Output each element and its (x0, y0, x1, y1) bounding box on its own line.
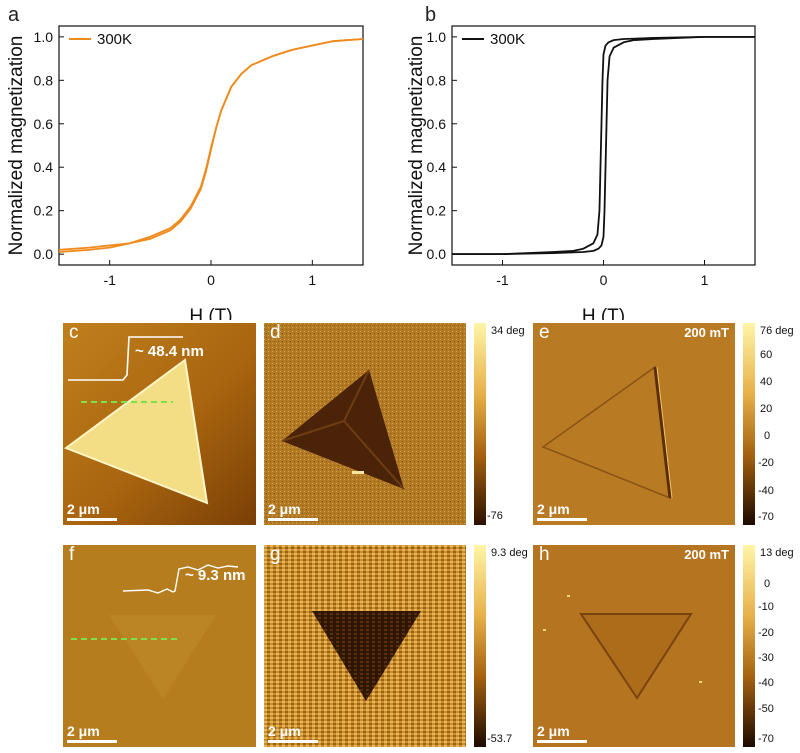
y-tick-label: 0.8 (34, 72, 54, 88)
series-line-1 (452, 35, 755, 256)
series-line-2 (452, 35, 755, 256)
colorbar-e-t7: -70 (758, 511, 774, 523)
profile-height-label: ~ 48.4 nm (135, 343, 204, 360)
colorbar-h-t4: -30 (758, 652, 774, 664)
y-tick-label: 1.0 (427, 29, 447, 45)
y-tick-label: 0.6 (427, 116, 447, 132)
panel-label-e: e (539, 323, 550, 343)
y-tick-label: 1.0 (34, 29, 54, 45)
flake-triangle-phase (282, 370, 404, 489)
x-tick-label: -1 (496, 272, 509, 288)
magnetization-chart-a: -1 0 1 0.0 0.2 0.4 0.6 0.8 1.0 300K H (T) Normalize… (6, 25, 364, 320)
colorbar-d-top: 34 deg (491, 325, 525, 337)
panel-label-d: d (270, 323, 281, 343)
mfm-phase-e: e 200 mT 2 μm (533, 323, 735, 525)
scale-bar-h: 2 μm (537, 723, 587, 743)
colorbar-h-t7: -70 (758, 733, 774, 745)
flake-triangle-phase (312, 611, 421, 701)
colorbar-e-t4: 0 (764, 430, 771, 442)
scale-bar-c: 2 μm (67, 501, 117, 521)
series-line-2 (58, 38, 364, 253)
colorbar-e (743, 323, 755, 525)
colorbar-h-t3: -20 (758, 627, 774, 639)
panel-label-g: g (270, 545, 281, 565)
y-axis-label: Normalized magnetization (6, 36, 27, 256)
colorbar-h-t2: -10 (758, 601, 774, 613)
colorbar-h-t0: 13 deg (760, 547, 794, 559)
colorbar-e-t3: 20 (760, 403, 773, 415)
x-tick-label: -1 (103, 272, 116, 288)
y-tick-label: 0.6 (34, 116, 54, 132)
colorbar-e-t2: 40 (760, 376, 773, 388)
colorbar-e-t1: 60 (760, 349, 773, 361)
height-profile-trace (122, 564, 239, 594)
flake-triangle (63, 358, 209, 505)
colorbar-g-bottom: -53.7 (487, 733, 513, 745)
scale-bar-d: 2 μm (268, 501, 318, 521)
flake-triangle-phase (579, 613, 693, 700)
mfm-phase-d: d 2 μm (264, 323, 466, 525)
x-tick-label: 1 (308, 272, 316, 288)
panel-label-c: c (69, 323, 79, 343)
x-tick-label: 0 (600, 272, 608, 288)
colorbar-h-t5: -40 (758, 677, 774, 689)
x-axis-label: H (T) (189, 306, 232, 320)
colorbar-e-t5: -20 (758, 457, 774, 469)
x-tick-label: 0 (207, 272, 215, 288)
mfm-phase-g: g 2 μm (264, 545, 466, 747)
y-axis-label: Normalized magnetization (406, 36, 427, 256)
y-tick-label: 0.4 (34, 159, 54, 175)
y-tick-label: 0.0 (427, 246, 447, 262)
legend-label: 300K (490, 31, 525, 48)
mfm-phase-h: h 200 mT 2 μm (533, 545, 735, 747)
x-tick-label: 1 (701, 272, 709, 288)
colorbar-g (474, 545, 486, 747)
colorbar-e-t6: -40 (758, 485, 774, 497)
scale-bar-g: 2 μm (268, 723, 318, 743)
colorbar-h-t6: -50 (758, 703, 774, 715)
colorbar-d-bottom: -76 (487, 510, 503, 522)
y-tick-label: 0.0 (34, 246, 54, 262)
legend-label: 300K (97, 31, 132, 48)
colorbar-e-t0: 76 deg (760, 325, 794, 337)
colorbar-h-t1: 0 (764, 578, 771, 590)
panel-label-h: h (539, 545, 550, 565)
afm-topography-c: c ~ 48.4 nm 2 μm (63, 323, 256, 525)
magnetization-chart-b: -1 0 1 0.0 0.2 0.4 0.6 0.8 1.0 300K H (T) Normalize… (406, 25, 756, 320)
scale-bar-f: 2 μm (67, 723, 117, 743)
y-tick-label: 0.2 (427, 203, 447, 219)
y-tick-label: 0.2 (34, 203, 54, 219)
y-tick-label: 0.8 (427, 72, 447, 88)
x-axis-label: H (T) (582, 306, 625, 320)
profile-height-label: ~ 9.3 nm (185, 567, 246, 584)
scale-bar-e: 2 μm (537, 501, 587, 521)
colorbar-g-top: 9.3 deg (491, 547, 528, 559)
y-tick-label: 0.4 (427, 159, 447, 175)
panel-label-b: b (425, 4, 437, 26)
field-label-e: 200 mT (684, 325, 729, 340)
flake-outline (541, 365, 671, 500)
height-profile-trace (68, 336, 183, 381)
afm-topography-f: f ~ 9.3 nm 2 μm (63, 545, 256, 747)
panel-label-a: a (8, 4, 20, 26)
flake-triangle-thin (109, 615, 216, 699)
field-label-h: 200 mT (684, 547, 729, 562)
colorbar-d (474, 323, 486, 525)
colorbar-h (743, 545, 755, 747)
panel-label-f: f (69, 545, 75, 565)
